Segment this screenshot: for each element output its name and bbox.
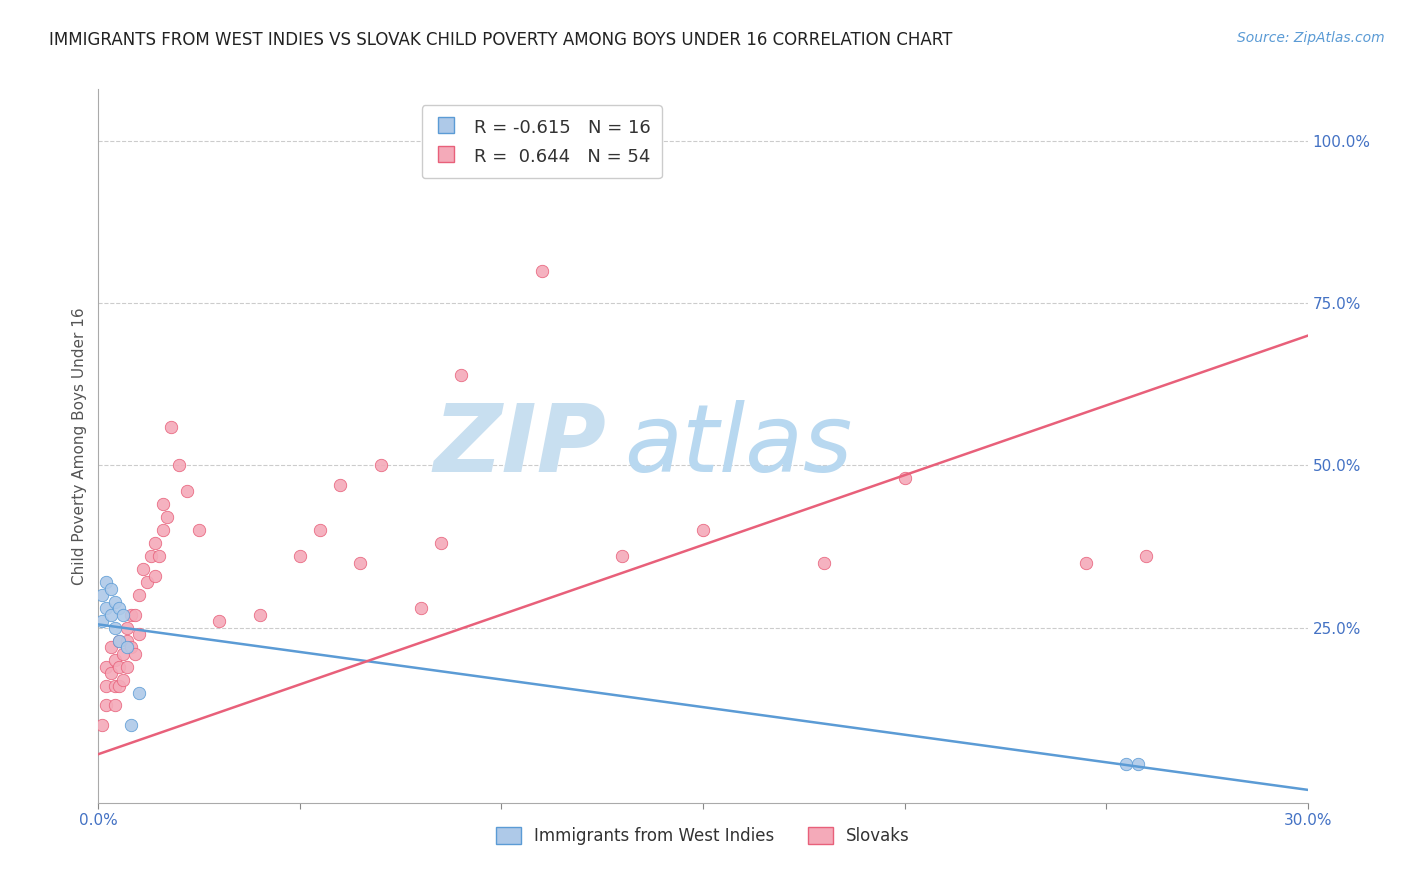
Point <box>100 607 122 622</box>
Point <box>91 588 114 602</box>
Point <box>100 666 122 681</box>
Point <box>132 562 155 576</box>
Point <box>1128 756 1150 771</box>
Point <box>530 264 553 278</box>
Point <box>167 458 190 473</box>
Point <box>115 640 138 654</box>
Point <box>128 627 150 641</box>
Point <box>111 607 134 622</box>
Point <box>491 114 513 128</box>
Point <box>329 478 352 492</box>
Point <box>152 524 174 538</box>
Point <box>96 601 118 615</box>
Point <box>107 659 129 673</box>
Point <box>120 640 142 654</box>
Point <box>208 614 231 628</box>
Point <box>107 633 129 648</box>
Point <box>143 536 166 550</box>
Point <box>120 718 142 732</box>
Point <box>96 659 118 673</box>
Point <box>409 601 432 615</box>
Text: ZIP: ZIP <box>433 400 606 492</box>
Point <box>1074 556 1097 570</box>
Point <box>176 484 198 499</box>
Point <box>103 679 125 693</box>
Text: IMMIGRANTS FROM WEST INDIES VS SLOVAK CHILD POVERTY AMONG BOYS UNDER 16 CORRELAT: IMMIGRANTS FROM WEST INDIES VS SLOVAK CH… <box>49 31 953 49</box>
Point <box>115 659 138 673</box>
Text: atlas: atlas <box>624 401 852 491</box>
Point <box>148 549 170 564</box>
Point <box>135 575 157 590</box>
Point <box>450 368 472 382</box>
Point <box>124 607 146 622</box>
Point <box>96 575 118 590</box>
Point <box>249 607 271 622</box>
Point <box>103 621 125 635</box>
Point <box>107 679 129 693</box>
Point <box>188 524 211 538</box>
Point <box>115 633 138 648</box>
Point <box>612 549 634 564</box>
Point <box>107 601 129 615</box>
Point <box>111 647 134 661</box>
Legend: Immigrants from West Indies, Slovaks: Immigrants from West Indies, Slovaks <box>489 820 917 852</box>
Point <box>1135 549 1157 564</box>
Point <box>103 698 125 713</box>
Point <box>370 458 392 473</box>
Point <box>152 497 174 511</box>
Point <box>288 549 311 564</box>
Point <box>430 536 453 550</box>
Y-axis label: Child Poverty Among Boys Under 16: Child Poverty Among Boys Under 16 <box>72 307 87 585</box>
Point <box>91 718 114 732</box>
Point <box>96 679 118 693</box>
Point <box>124 647 146 661</box>
Text: Source: ZipAtlas.com: Source: ZipAtlas.com <box>1237 31 1385 45</box>
Point <box>103 653 125 667</box>
Point <box>309 524 332 538</box>
Point <box>692 524 714 538</box>
Point <box>100 640 122 654</box>
Point <box>103 595 125 609</box>
Point <box>120 607 142 622</box>
Point <box>813 556 835 570</box>
Point <box>349 556 371 570</box>
Point <box>160 419 183 434</box>
Point <box>128 685 150 699</box>
Point <box>156 510 179 524</box>
Point <box>91 614 114 628</box>
Point <box>139 549 162 564</box>
Point <box>1115 756 1137 771</box>
Point <box>111 673 134 687</box>
Point <box>115 621 138 635</box>
Point <box>107 633 129 648</box>
Point <box>143 568 166 582</box>
Point <box>128 588 150 602</box>
Point <box>100 582 122 596</box>
Point <box>893 471 915 485</box>
Point <box>96 698 118 713</box>
